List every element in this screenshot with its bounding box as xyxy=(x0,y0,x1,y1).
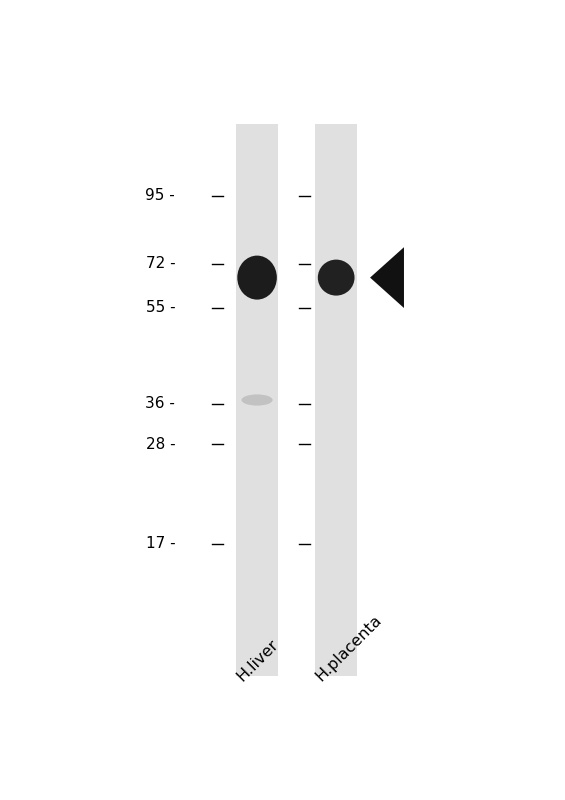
Text: 36 -: 36 - xyxy=(145,397,175,411)
Text: H.placenta: H.placenta xyxy=(313,612,385,684)
Bar xyxy=(315,124,357,676)
Bar xyxy=(236,124,279,676)
Text: 95 -: 95 - xyxy=(145,189,175,203)
Text: 28 -: 28 - xyxy=(146,437,175,451)
Text: 55 -: 55 - xyxy=(146,301,175,315)
Text: 17 -: 17 - xyxy=(146,537,175,551)
Text: H.liver: H.liver xyxy=(234,637,281,684)
Ellipse shape xyxy=(242,394,273,406)
Text: 72 -: 72 - xyxy=(146,257,175,271)
Ellipse shape xyxy=(318,259,355,296)
Polygon shape xyxy=(370,247,404,308)
Ellipse shape xyxy=(237,256,277,300)
